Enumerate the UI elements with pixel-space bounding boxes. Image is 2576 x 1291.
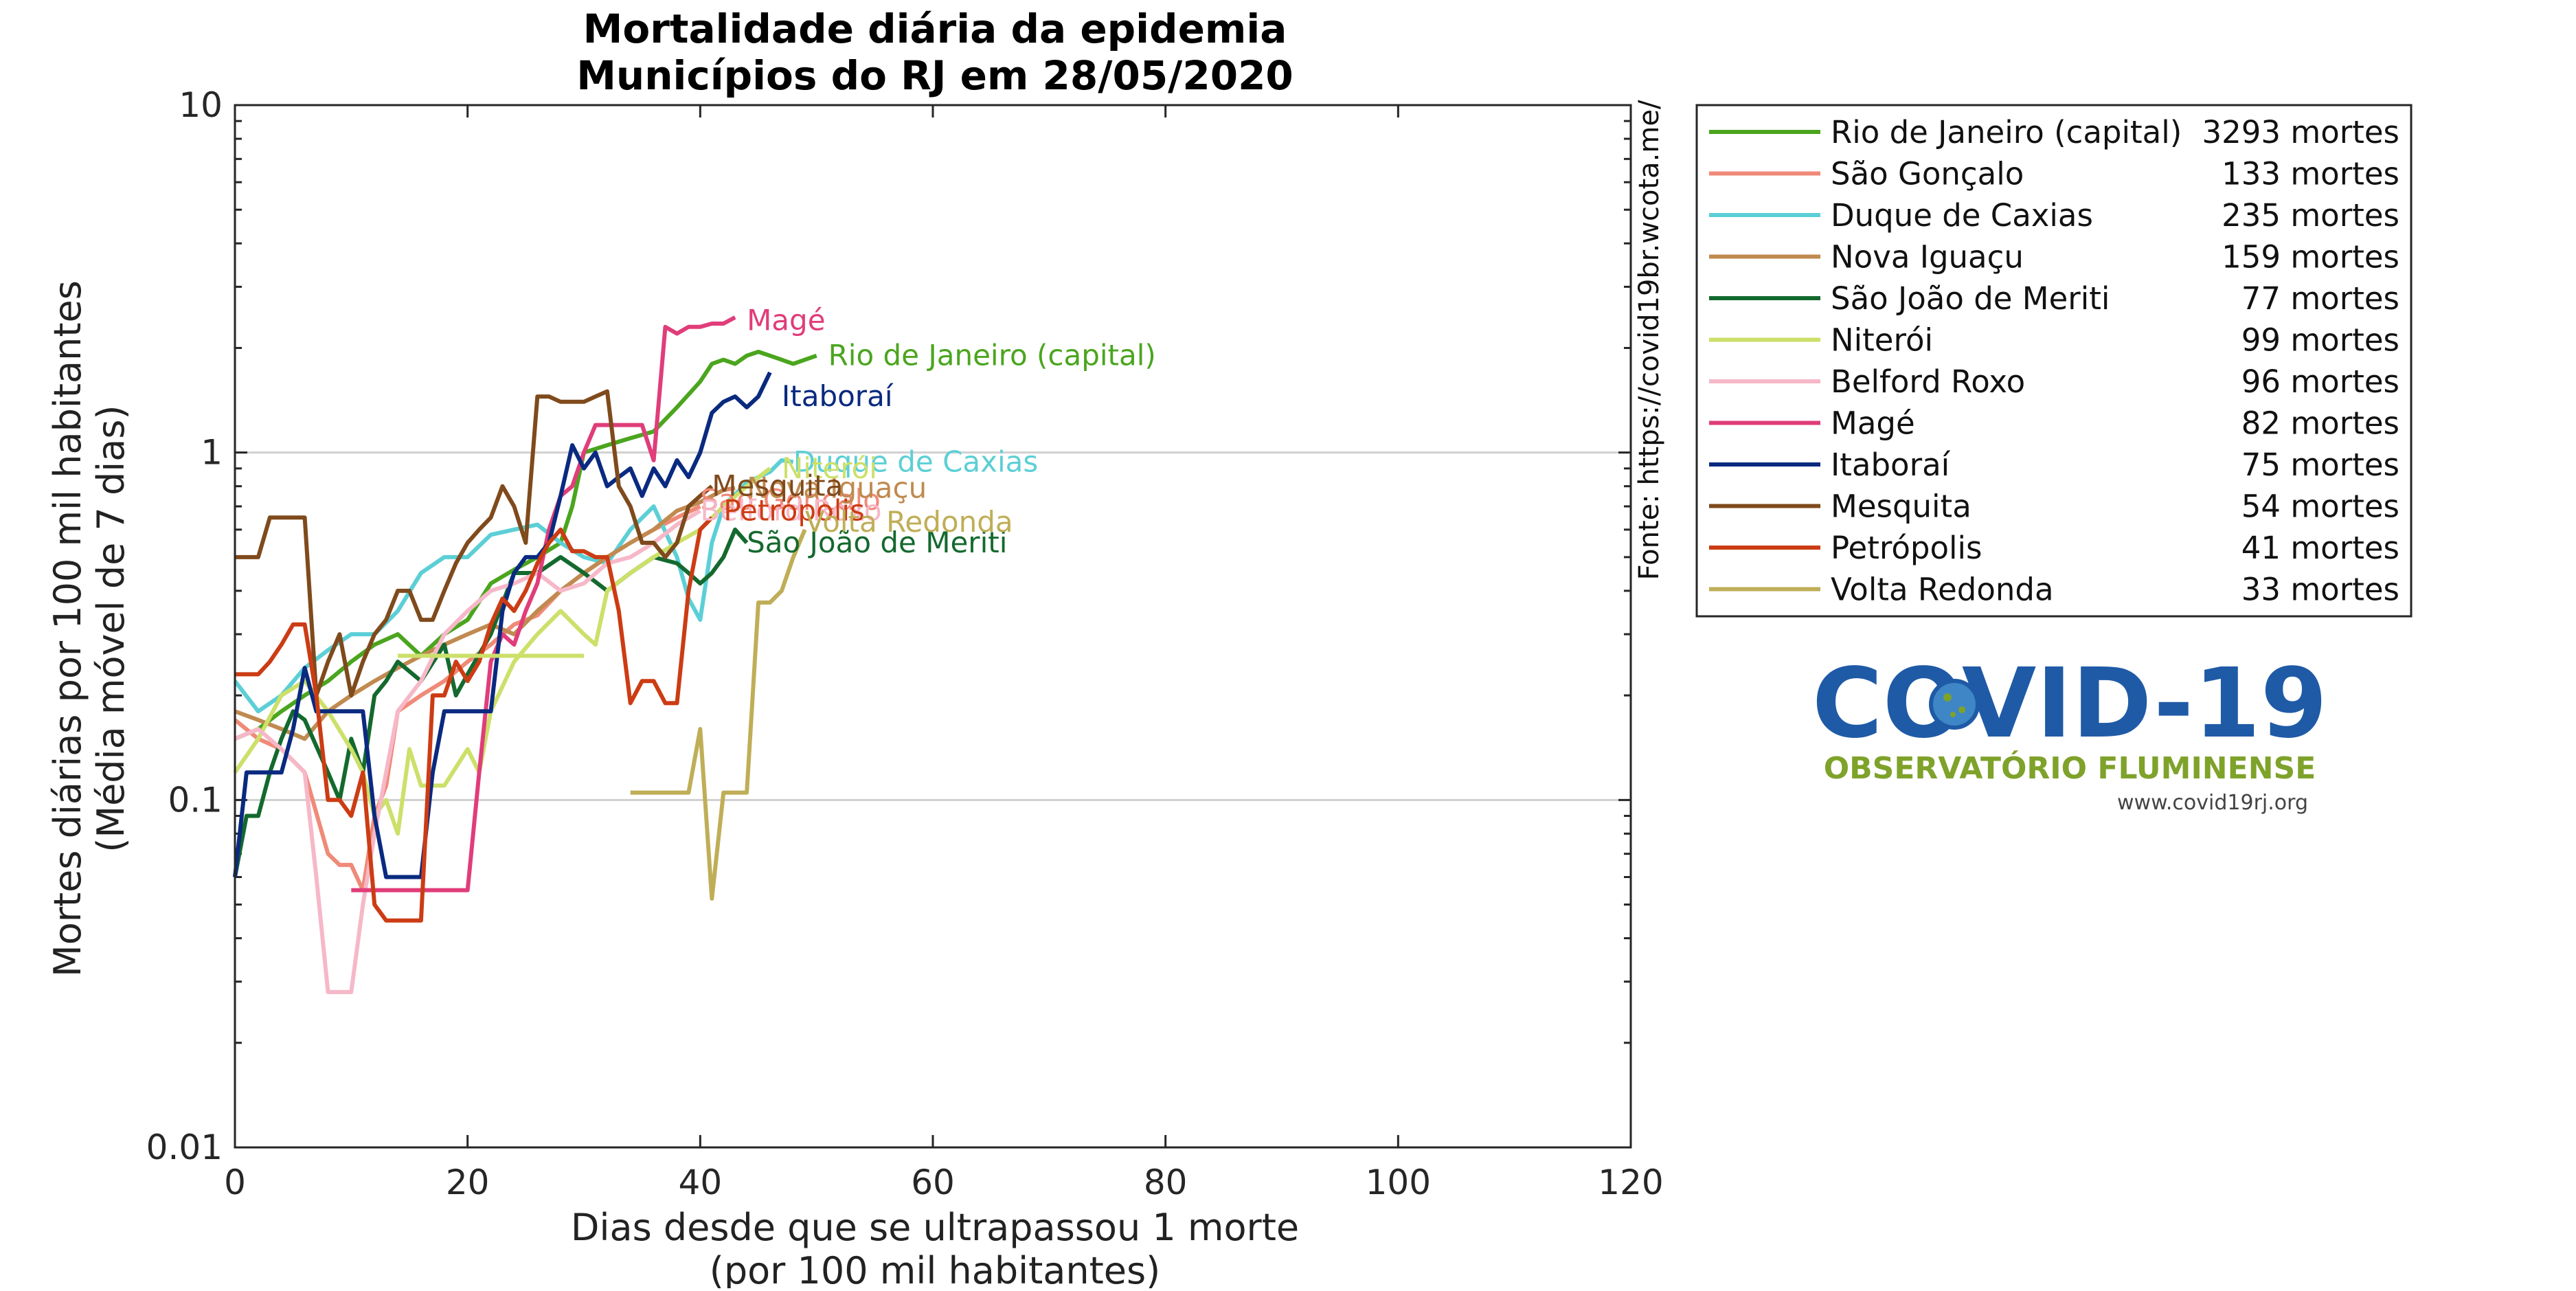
legend: Rio de Janeiro (capital) 3293 mortes São G… <box>1695 104 2413 618</box>
series-label-2: Duque de Caxias <box>793 445 1039 478</box>
series-line-8 <box>233 371 772 879</box>
series-lines <box>233 315 817 994</box>
x-axis-label-line-2: (por 100 mil habitantes) <box>710 1249 1160 1288</box>
logo-subtitle: OBSERVATÓRIO FLUMINENSE <box>1824 750 2316 786</box>
series-labels: Rio de Janeiro (capital) São Gonçalo Duque… <box>700 303 1155 559</box>
legend-label-6: Belford Roxo <box>1831 363 2025 400</box>
legend-deaths-10: 41 mortes <box>2241 530 2399 566</box>
series-label-4: São João de Meriti <box>747 526 1007 559</box>
legend-label-2: Duque de Caxias <box>1831 197 2093 234</box>
legend-deaths-9: 54 mortes <box>2241 489 2399 525</box>
series-label-8: Itaboraí <box>782 379 894 413</box>
legend-label-0: Rio de Janeiro (capital) <box>1831 114 2182 150</box>
axis-ticks <box>234 105 1632 1149</box>
x-tick-label-5: 100 <box>1366 1163 1431 1202</box>
series-label-9: Mesquita <box>712 469 843 503</box>
y-tick-label-1: 0.1 <box>168 780 223 820</box>
legend-entries: Rio de Janeiro (capital) 3293 mortes São G… <box>1709 114 2399 608</box>
legend-deaths-2: 235 mortes <box>2222 197 2399 234</box>
legend-label-3: Nova Iguaçu <box>1831 239 2024 276</box>
plot-frame <box>234 104 1632 1149</box>
legend-label-4: São João de Meriti <box>1831 280 2110 317</box>
legend-box <box>1695 104 2413 618</box>
series-label-3: Nova Iguaçu <box>747 471 927 504</box>
series-label-1: São Gonçalo <box>700 483 880 517</box>
series-line-11 <box>630 528 807 901</box>
virus-icon <box>1929 679 1980 730</box>
legend-deaths-3: 159 mortes <box>2222 239 2399 276</box>
series-line-9 <box>235 389 714 698</box>
legend-deaths-7: 82 mortes <box>2241 405 2399 442</box>
y-tick-label-2: 1 <box>201 433 223 473</box>
x-tick-label-6: 120 <box>1598 1163 1663 1202</box>
legend-label-9: Mesquita <box>1831 489 1971 525</box>
legend-label-11: Volta Redonda <box>1831 572 2054 608</box>
source-note: Fonte: https://covid19br.wcota.me/ <box>1634 100 1665 580</box>
series-label-0: Rio de Janeiro (capital) <box>828 339 1156 372</box>
x-tick-label-2: 40 <box>679 1163 723 1202</box>
series-label-11: Volta Redonda <box>805 505 1013 539</box>
covid-logo: COVID-19 OBSERVATÓRIO FLUMINENSE www.cov… <box>1812 648 2327 815</box>
legend-deaths-6: 96 mortes <box>2241 363 2399 400</box>
series-label-7: Magé <box>747 303 825 337</box>
series-line-10 <box>235 516 714 923</box>
y-tick-label-3: 10 <box>179 85 223 125</box>
chart-title-line-1: Mortalidade diária da epidemia <box>583 5 1287 52</box>
series-label-10: Petrópolis <box>723 493 865 527</box>
legend-deaths-11: 33 mortes <box>2241 572 2399 608</box>
y-axis-label-line-2: (Média móvel de 7 dias) <box>89 405 133 852</box>
y-tick-label-0: 0.01 <box>146 1127 223 1167</box>
legend-label-8: Itaboraí <box>1831 447 1951 483</box>
legend-deaths-8: 75 mortes <box>2241 447 2399 483</box>
logo-url: www.covid19rj.org <box>2117 791 2308 815</box>
legend-label-1: São Gonçalo <box>1831 156 2024 192</box>
x-tick-label-0: 0 <box>224 1163 246 1202</box>
legend-deaths-4: 77 mortes <box>2241 280 2399 317</box>
legend-label-7: Magé <box>1831 405 1915 442</box>
chart-title-line-2: Municípios do RJ em 28/05/2020 <box>576 52 1293 99</box>
axis-tick-labels: 0 20 40 60 80 100 120 0.01 0.1 1 10 <box>146 85 1664 1202</box>
y-axis-label-line-1: Mortes diárias por 100 mil habitantes <box>46 280 89 977</box>
legend-label-5: Niterói <box>1831 322 1933 359</box>
x-tick-label-1: 20 <box>446 1163 490 1202</box>
series-label-6: Belford Roxo <box>700 493 881 527</box>
gridlines <box>235 451 1631 801</box>
series-line-0 <box>234 350 817 741</box>
logo-main-text: COVID-19 <box>1812 648 2327 760</box>
legend-deaths-0: 3293 mortes <box>2202 114 2399 150</box>
x-axis-label-line-1: Dias desde que se ultrapassou 1 morte <box>571 1206 1299 1249</box>
series-label-5: Niterói <box>782 451 877 485</box>
legend-deaths-1: 133 mortes <box>2222 156 2399 192</box>
x-tick-label-4: 80 <box>1144 1163 1188 1202</box>
legend-deaths-5: 99 mortes <box>2241 322 2399 359</box>
legend-label-10: Petrópolis <box>1831 530 1982 566</box>
x-tick-label-3: 60 <box>911 1163 955 1202</box>
